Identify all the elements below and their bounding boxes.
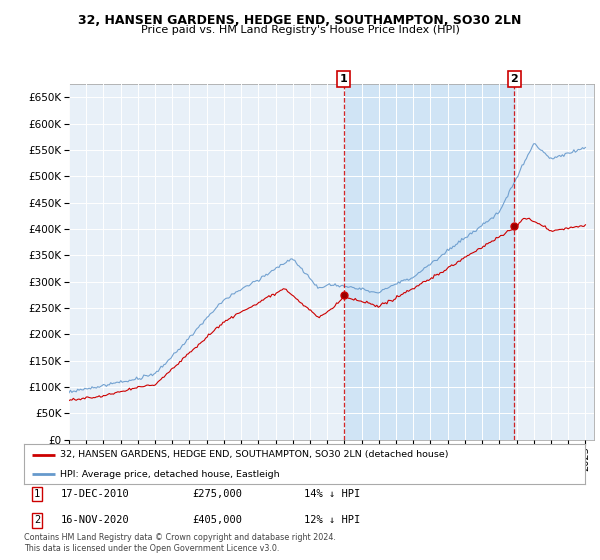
Text: £405,000: £405,000 [192, 515, 242, 525]
Text: 32, HANSEN GARDENS, HEDGE END, SOUTHAMPTON, SO30 2LN (detached house): 32, HANSEN GARDENS, HEDGE END, SOUTHAMPT… [61, 450, 449, 459]
Text: 12% ↓ HPI: 12% ↓ HPI [305, 515, 361, 525]
Text: Price paid vs. HM Land Registry's House Price Index (HPI): Price paid vs. HM Land Registry's House … [140, 25, 460, 35]
Text: 17-DEC-2010: 17-DEC-2010 [61, 489, 129, 500]
Text: 2: 2 [511, 74, 518, 84]
Text: HPI: Average price, detached house, Eastleigh: HPI: Average price, detached house, East… [61, 470, 280, 479]
Text: Contains HM Land Registry data © Crown copyright and database right 2024.
This d: Contains HM Land Registry data © Crown c… [24, 533, 336, 553]
Bar [344, 84, 514, 440]
Text: 2: 2 [34, 515, 40, 525]
Text: £275,000: £275,000 [192, 489, 242, 500]
Text: 32, HANSEN GARDENS, HEDGE END, SOUTHAMPTON, SO30 2LN: 32, HANSEN GARDENS, HEDGE END, SOUTHAMPT… [79, 14, 521, 27]
Text: 14% ↓ HPI: 14% ↓ HPI [305, 489, 361, 500]
Text: 16-NOV-2020: 16-NOV-2020 [61, 515, 129, 525]
Text: 1: 1 [34, 489, 40, 500]
Text: 1: 1 [340, 74, 347, 84]
